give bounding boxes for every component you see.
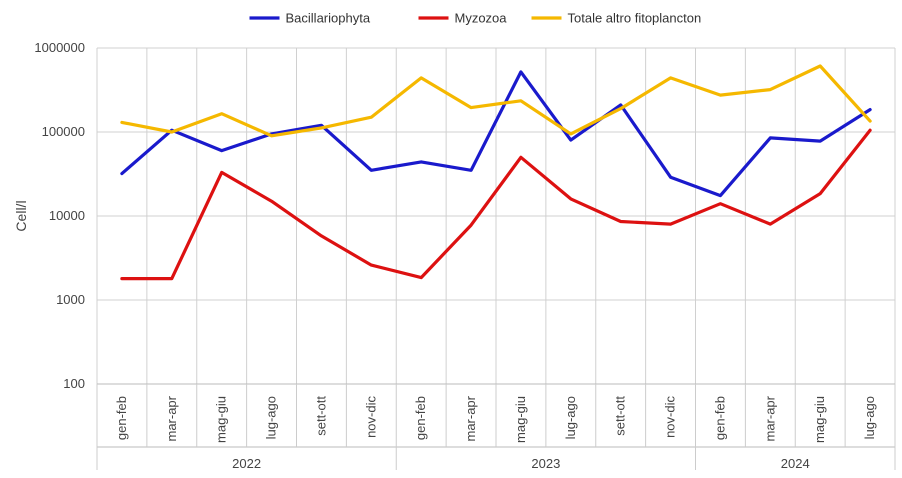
y-tick-labels: 100 1000 10000 100000 1000000 [34,40,85,391]
x-tick-label: sett-ott [613,396,628,436]
x-tick-label: lug-ago [264,396,279,439]
x-tick-label: lug-ago [563,396,578,439]
x-tick-label: nov-dic [663,396,678,438]
x-tick-label: gen-feb [712,396,727,440]
series-line-myzozoa [120,128,872,281]
series-line-totale-altro-fitoplancton [120,64,872,138]
x-tick-label: sett-ott [313,396,328,436]
x-tick-label: mag-giu [812,396,827,443]
y-tick-label: 100 [63,376,85,391]
x-tick-label: mar-apr [762,395,777,441]
x-tick-label: mar-apr [463,395,478,441]
y-tick-label: 1000000 [34,40,85,55]
y-tick-label: 100000 [42,124,85,139]
y-axis-title: Cell/l [13,200,29,231]
legend: Bacillariophyta Myzozoa Totale altro fitop… [249,11,702,26]
y-tick-label: 10000 [49,208,85,223]
legend-label: Myzozoa [455,11,508,26]
legend-label: Bacillariophyta [286,11,371,26]
legend-label: Totale altro fitoplancton [568,11,702,26]
x-tick-label: lug-ago [862,396,877,439]
series-layer [120,64,872,281]
y-tick-label: 1000 [56,292,85,307]
year-group-labels: 2022 2023 2024 [232,456,810,471]
x-tick-label: mar-apr [164,395,179,441]
x-tick-label: nov-dic [363,396,378,438]
year-group-label: 2023 [531,456,560,471]
x-tick-label: gen-feb [413,396,428,440]
grid-layer [96,47,896,470]
series-line-bacillariophyta [120,70,872,198]
x-tick-label: mag-giu [513,396,528,443]
x-tick-labels: gen-feb mar-apr mag-giu lug-ago sett-ott nov-… [114,395,877,443]
x-tick-label: mag-giu [214,396,229,443]
year-group-label: 2022 [232,456,261,471]
year-group-label: 2024 [781,456,810,471]
x-tick-label: gen-feb [114,396,129,440]
